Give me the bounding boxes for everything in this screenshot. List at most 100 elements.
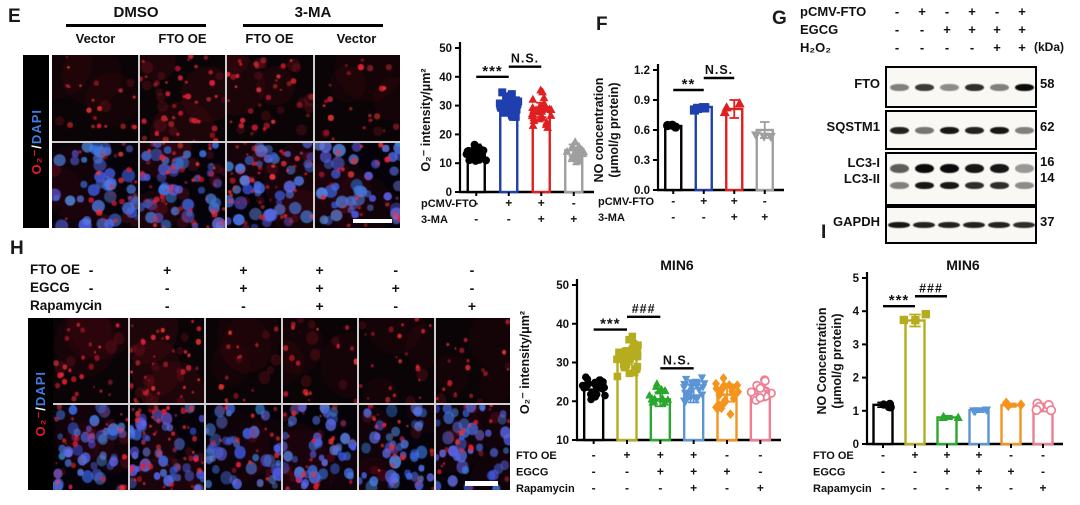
y-axis-label: (μmol/g protein) (607, 82, 621, 177)
condition-mark: + (943, 448, 950, 462)
scatter-point (527, 109, 537, 118)
condition-mark: + (690, 448, 697, 462)
blot-condition-mark: - (894, 22, 900, 37)
condition-mark: - (702, 210, 706, 224)
micrograph-merge-dapi (53, 405, 128, 490)
micrograph-merge-dapi (129, 405, 204, 490)
micrograph-superoxide (129, 318, 204, 403)
blot-condition-mark: - (894, 4, 900, 19)
scatter-point (513, 100, 522, 109)
scatter-point (574, 141, 584, 150)
blot-condition-label: pCMV-FTO (800, 4, 867, 19)
condition-mark: - (881, 448, 885, 462)
scatter-point (681, 375, 691, 384)
scatter-point (720, 380, 729, 391)
scatter-point (700, 103, 710, 113)
blot-target-label: FTO (854, 76, 880, 91)
blot-band (988, 222, 1010, 228)
condition-mark: + (1007, 465, 1014, 479)
y-tick-label: 20 (439, 129, 452, 141)
blot-condition-mark: - (994, 4, 1000, 19)
condition-mark: - (625, 481, 629, 495)
scale-bar-e (353, 219, 392, 223)
group-header-dmso: DMSO (66, 4, 206, 27)
scatter-point (613, 372, 622, 381)
scatter-point (721, 397, 730, 408)
scatter-point (938, 411, 949, 421)
micrograph-superoxide (435, 318, 510, 403)
col-header: Vector (336, 31, 377, 46)
blot-band (914, 182, 934, 189)
scatter-point (567, 141, 577, 150)
y-tick-label: 1.2 (634, 65, 650, 77)
blot-band (939, 164, 959, 173)
blot-band (889, 83, 909, 91)
blot-band (1014, 126, 1034, 134)
condition-mark: + (943, 465, 950, 479)
micrograph-condition-mark: + (315, 298, 324, 314)
micrograph-superoxide (282, 318, 357, 403)
stain-label-strip-e: O₂⁻/DAPI (23, 55, 49, 228)
condition-mark: + (505, 196, 512, 210)
condition-row-label: 3-MA (421, 214, 448, 226)
scatter-point (1046, 405, 1057, 416)
micrograph-condition-mark: - (393, 298, 399, 314)
kda-unit-note: (kDa) (1034, 40, 1065, 54)
stain-label: O₂⁻/DAPI (28, 108, 44, 175)
panel-label-f: F (596, 14, 608, 35)
blot-condition-mark: + (968, 4, 976, 19)
condition-row-label: FTO OE (516, 450, 557, 462)
scatter-point (734, 98, 745, 108)
condition-mark: - (758, 448, 762, 462)
blot-box-fto (885, 66, 1037, 108)
condition-row-label: Rapamycin (516, 483, 575, 495)
scatter-point (595, 376, 604, 384)
bar (694, 105, 713, 192)
scatter-point (755, 393, 765, 403)
blot-band (964, 83, 984, 91)
scatter-point (667, 120, 677, 130)
bar (664, 124, 683, 192)
micrograph-merge-dapi (314, 142, 400, 228)
blot-box-gapdh (885, 206, 1037, 244)
condition-mark: + (538, 212, 545, 226)
scatter-point (621, 357, 629, 365)
scatter-point (714, 402, 723, 413)
significance-label: ** (682, 76, 696, 93)
scatter-point (694, 386, 704, 395)
scatter-point (921, 310, 930, 319)
micrograph-merge-dapi (206, 405, 281, 490)
blot-band (1014, 83, 1034, 91)
scatter-point (625, 335, 633, 344)
scatter-point (758, 132, 770, 142)
scatter-point (574, 155, 584, 164)
scatter-point (581, 373, 590, 382)
blot-condition-mark: - (944, 40, 950, 55)
condition-mark: + (975, 481, 982, 495)
condition-mark: - (1009, 481, 1013, 495)
micrograph-condition-mark: - (164, 280, 170, 296)
condition-mark: - (763, 194, 767, 208)
scatter-point (631, 365, 639, 373)
y-tick-label: 30 (439, 101, 452, 113)
micrograph-condition-label: Rapamycin (30, 298, 103, 313)
scatter-point (542, 117, 552, 126)
scatter-point (750, 131, 762, 141)
blot-condition-mark: - (894, 40, 900, 55)
blot-target-label: LC3-II (843, 171, 880, 186)
blot-band (939, 182, 959, 189)
micrograph-merge-dapi (282, 405, 357, 490)
condition-mark: - (758, 465, 762, 479)
condition-mark: + (975, 448, 982, 462)
micrograph-condition-mark: + (315, 280, 324, 296)
micrograph-condition-mark: - (393, 262, 399, 278)
blot-band (963, 222, 985, 228)
blot-target-label: SQSTM1 (826, 119, 880, 134)
scatter-point (462, 150, 471, 159)
micrograph-condition-mark: - (469, 280, 475, 296)
scatter-point (654, 386, 663, 395)
micrograph-superoxide (53, 318, 128, 403)
condition-row-label: Rapamycin (813, 483, 872, 495)
scatter-point (570, 137, 580, 146)
scatter-point (680, 380, 689, 389)
